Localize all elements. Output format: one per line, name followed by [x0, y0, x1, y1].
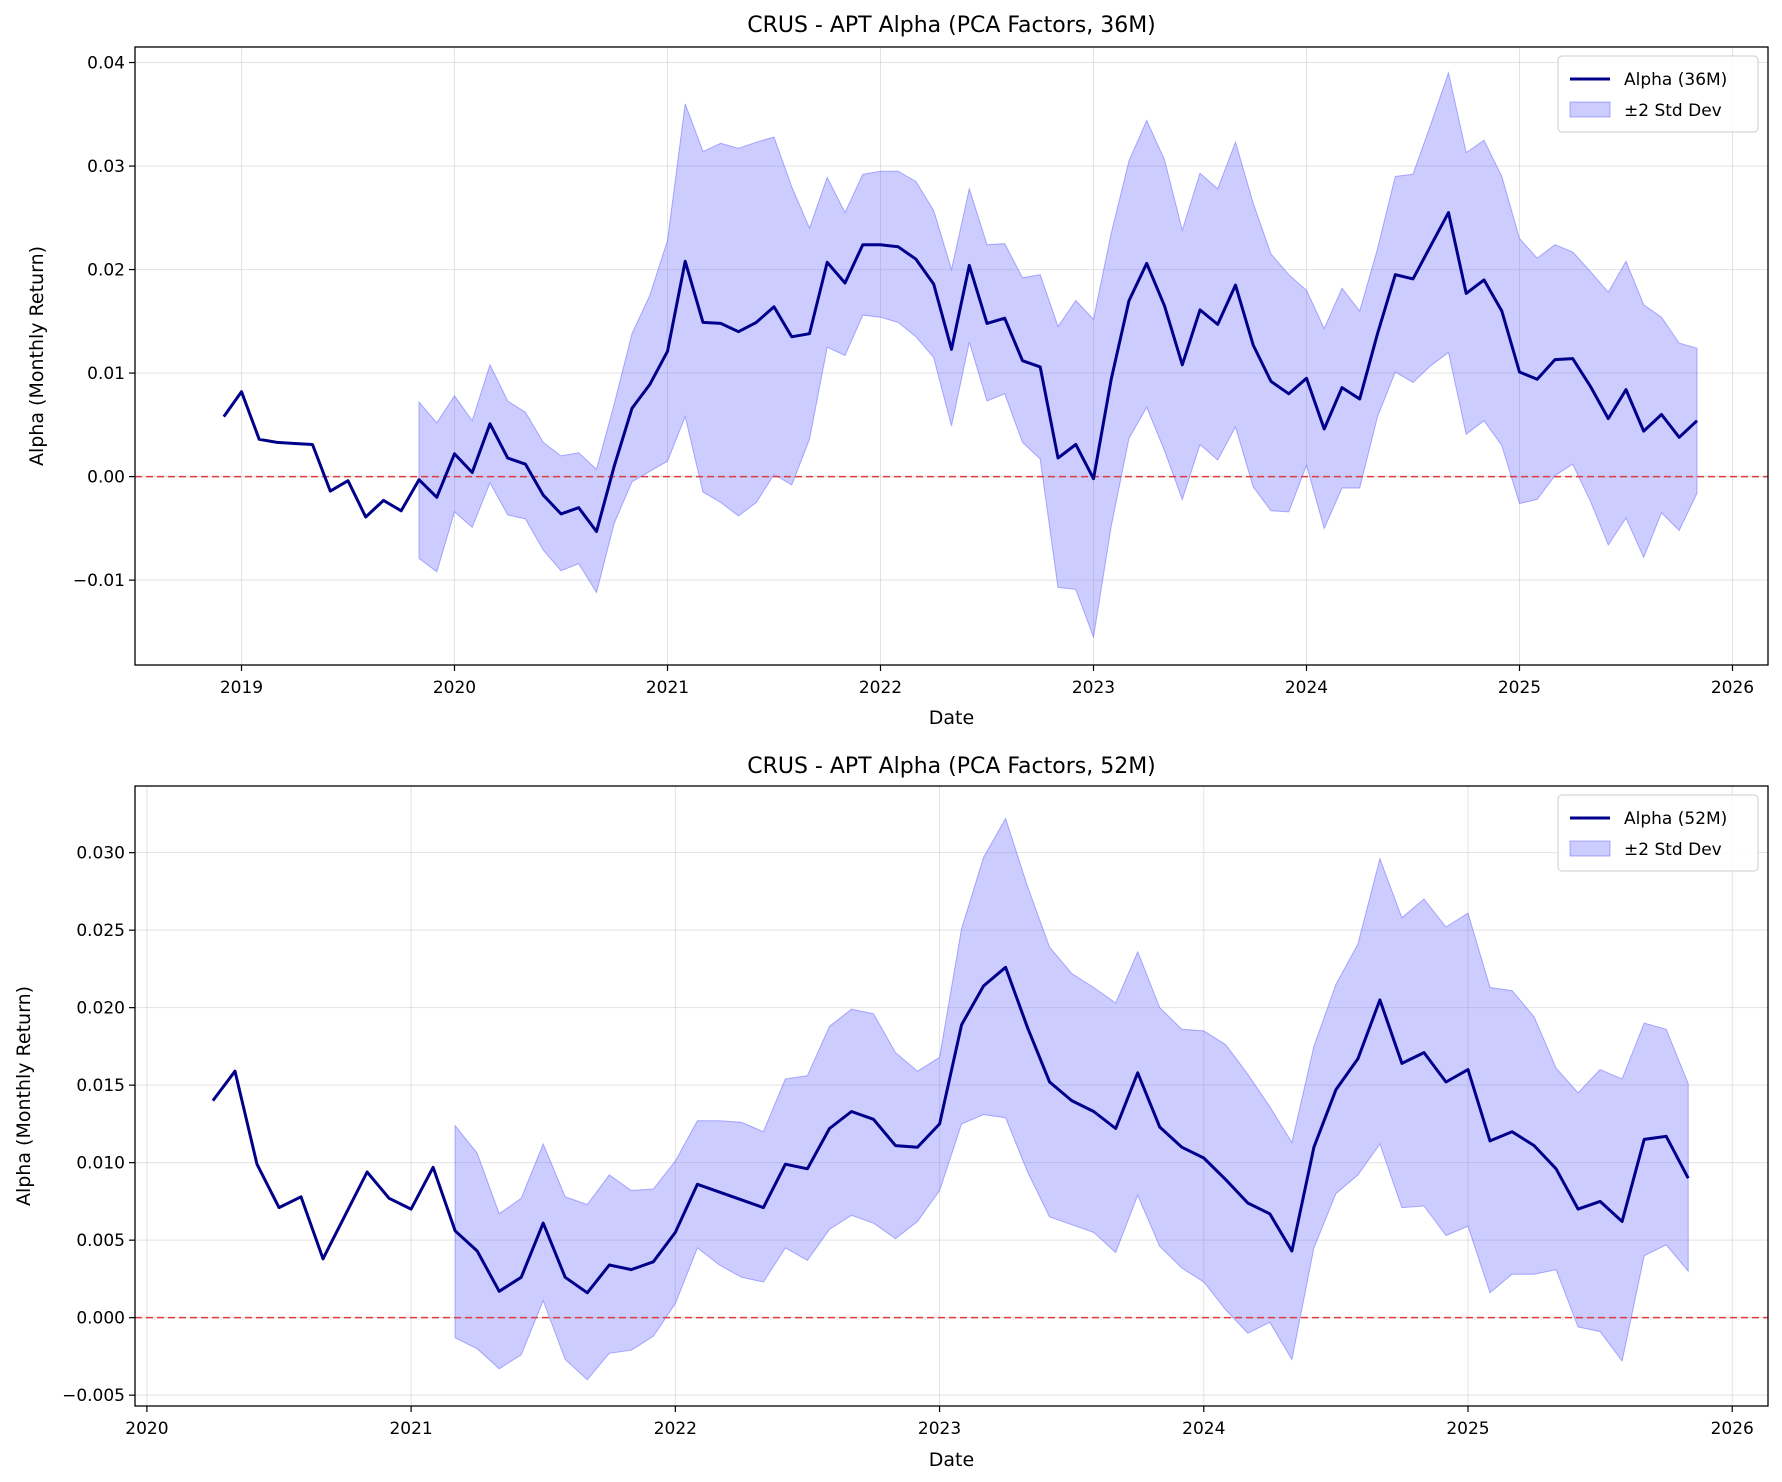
chart-panel-52m: 2020 2021 2022 2023 2024 2025 2026 −0.005 0.000 0… — [13, 754, 1769, 1471]
y-tick-label-0: −0.01 — [73, 571, 125, 591]
x-tick-label-6: 2026 — [1711, 1419, 1754, 1439]
y-tick-label-1: 0.00 — [87, 468, 125, 488]
y-tick-label-4: 0.015 — [76, 1076, 125, 1096]
y-tick-label-6: 0.025 — [76, 921, 125, 941]
x-tick-label-5: 2024 — [1285, 678, 1328, 698]
y-tick-label-5: 0.04 — [87, 54, 125, 74]
x-tick-label-5: 2025 — [1446, 1419, 1489, 1439]
y-tick-label-3: 0.010 — [76, 1154, 125, 1174]
y-tick-label-1: 0.000 — [76, 1309, 125, 1329]
x-tick-label-2: 2021 — [646, 678, 689, 698]
x-tick-label-4: 2024 — [1182, 1419, 1225, 1439]
chart-panel-36m: 2019 2020 2021 2022 2023 2024 2025 2026 −0.01 0.0… — [26, 13, 1769, 729]
x-tick-label-0: 2019 — [220, 678, 263, 698]
legend-band-swatch-52m — [1569, 840, 1611, 857]
x-tick-label-1: 2020 — [433, 678, 476, 698]
y-axis-label-36m: Alpha (Monthly Return) — [26, 246, 48, 466]
legend-label-band-52m: ±2 Std Dev — [1624, 840, 1722, 860]
y-tick-label-4: 0.03 — [87, 157, 125, 177]
x-tick-label-2: 2022 — [654, 1419, 697, 1439]
x-tick-label-7: 2026 — [1711, 678, 1754, 698]
grid-36m — [135, 47, 1768, 665]
y-tick-label-3: 0.02 — [87, 261, 125, 281]
legend-label-band-36m: ±2 Std Dev — [1624, 101, 1722, 121]
x-tick-label-4: 2023 — [1072, 678, 1115, 698]
y-tick-label-5: 0.020 — [76, 999, 125, 1019]
y-tick-label-2: 0.005 — [76, 1231, 125, 1251]
x-tick-label-3: 2023 — [918, 1419, 961, 1439]
legend-36m: Alpha (36M) ±2 Std Dev — [1557, 55, 1759, 133]
alpha-line-52m — [211, 965, 1690, 1295]
y-tick-label-2: 0.01 — [87, 364, 125, 384]
std-band-36m — [418, 71, 1698, 640]
legend-box-36m — [1557, 55, 1759, 133]
legend-label-alpha-36m: Alpha (36M) — [1624, 70, 1727, 90]
legend-box-52m — [1557, 794, 1759, 872]
alpha-line-36m — [222, 211, 1699, 533]
x-tick-label-6: 2025 — [1498, 678, 1541, 698]
chart-title-52m: CRUS - APT Alpha (PCA Factors, 52M) — [747, 754, 1156, 779]
x-axis-label-36m: Date — [929, 707, 974, 729]
y-tick-label-7: 0.030 — [76, 844, 125, 864]
grid-52m — [135, 786, 1768, 1406]
x-axis-label-52m: Date — [929, 1449, 974, 1471]
legend-band-swatch-36m — [1569, 101, 1611, 118]
plot-frame-36m — [134, 46, 1769, 666]
chart-title-36m: CRUS - APT Alpha (PCA Factors, 36M) — [747, 13, 1156, 38]
plot-frame-52m — [134, 785, 1769, 1407]
x-tick-label-1: 2021 — [389, 1419, 432, 1439]
x-tick-label-0: 2020 — [125, 1419, 168, 1439]
legend-label-alpha-52m: Alpha (52M) — [1624, 809, 1727, 829]
x-tick-label-3: 2022 — [859, 678, 902, 698]
y-axis-label-52m: Alpha (Monthly Return) — [13, 986, 35, 1206]
legend-52m: Alpha (52M) ±2 Std Dev — [1557, 794, 1759, 872]
y-tick-label-0: −0.005 — [62, 1386, 125, 1406]
